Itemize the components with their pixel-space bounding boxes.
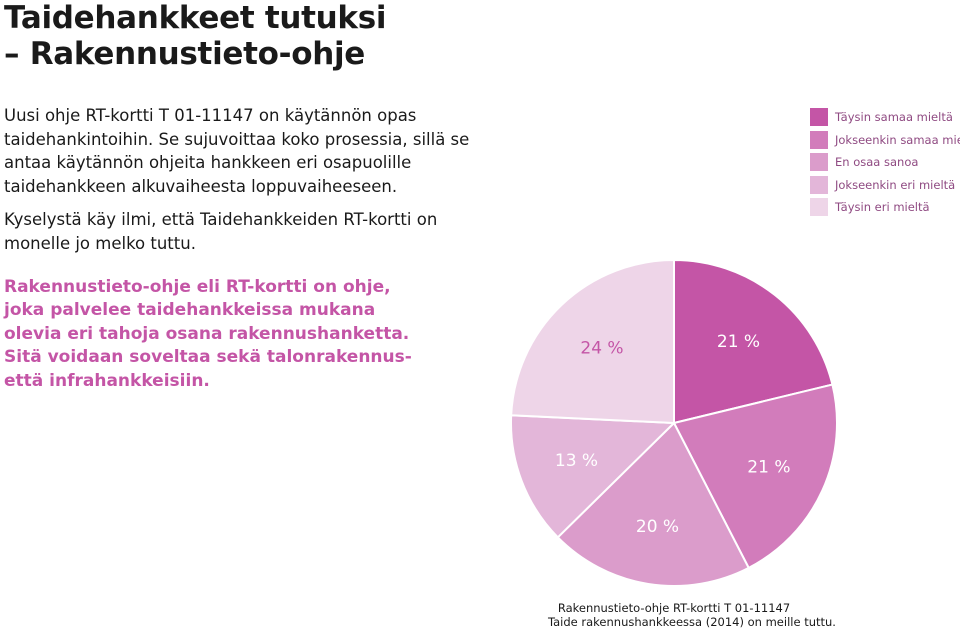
pie-data-label: 21 % xyxy=(747,457,790,477)
pie-slice xyxy=(510,258,675,425)
legend-item: Jokseenkin eri mieltä xyxy=(810,174,960,197)
legend-item: Täysin samaa mieltä xyxy=(810,106,960,129)
legend-label: Täysin samaa mieltä xyxy=(835,110,953,125)
pie-slice xyxy=(673,258,834,425)
caption-line-1: Rakennustieto-ohje RT-kortti T 01-11147 xyxy=(557,601,791,615)
pie-data-label: 13 % xyxy=(555,451,598,471)
highlight-line: joka palvelee taidehankkeissa mukana xyxy=(4,300,376,321)
legend-label: Täysin eri mieltä xyxy=(835,200,930,215)
highlight-line: että infrahankkeisiin. xyxy=(4,370,210,391)
legend-swatch xyxy=(810,108,828,127)
legend-swatch xyxy=(810,198,828,217)
chart-legend: Täysin samaa mieltä Jokseenkin samaa miel… xyxy=(810,106,960,219)
legend-item: Jokseenkin samaa mieltä xyxy=(810,129,960,152)
legend-swatch xyxy=(810,153,828,172)
legend-swatch xyxy=(810,130,828,149)
caption-line-2: Taide rakennushankkeessa (2014) on meill… xyxy=(548,615,836,629)
intro-text: Uusi ohje RT-kortti T 01-11147 on käytän… xyxy=(4,104,474,266)
legend-label: Jokseenkin eri mieltä xyxy=(835,177,956,192)
legend-item: Täysin eri mieltä xyxy=(810,196,960,219)
highlight-line: Sitä voidaan soveltaa sekä talonrakennus… xyxy=(4,347,412,368)
pie-chart: 21 % 21 % 20 % 13 % 24 % xyxy=(510,258,838,587)
legend-item: En osaa sanoa xyxy=(810,151,960,174)
legend-swatch xyxy=(810,175,828,194)
legend-label: En osaa sanoa xyxy=(835,155,919,170)
intro-paragraph-1: Uusi ohje RT-kortti T 01-11147 on käytän… xyxy=(4,106,470,196)
legend-label: Jokseenkin samaa mieltä xyxy=(835,132,960,147)
chart-caption: Rakennustieto-ohje RT-kortti T 01-11147 … xyxy=(548,601,836,629)
highlight-line: olevia eri tahoja osana rakennushanketta… xyxy=(4,323,410,344)
pie-data-label: 24 % xyxy=(580,339,623,359)
highlight-line: Rakennustieto-ohje eli RT-kortti on ohje… xyxy=(4,277,391,297)
title-line-2: – Rakennustieto-ohje xyxy=(4,36,366,72)
pie-slice xyxy=(556,421,751,587)
page-title: Taidehankkeet tutuksi – Rakennustieto-oh… xyxy=(4,0,387,72)
highlight-text: Rakennustieto-ohje eli RT-kortti on ohje… xyxy=(4,276,454,393)
title-line-1: Taidehankkeet tutuksi xyxy=(4,0,387,36)
pie-slice xyxy=(672,383,838,570)
intro-paragraph-2: Kyselystä käy ilmi, että Taidehankkeiden… xyxy=(4,210,438,253)
pie-data-label: 20 % xyxy=(636,517,679,537)
pie-data-label: 21 % xyxy=(717,332,760,352)
pie-slice xyxy=(510,414,677,539)
